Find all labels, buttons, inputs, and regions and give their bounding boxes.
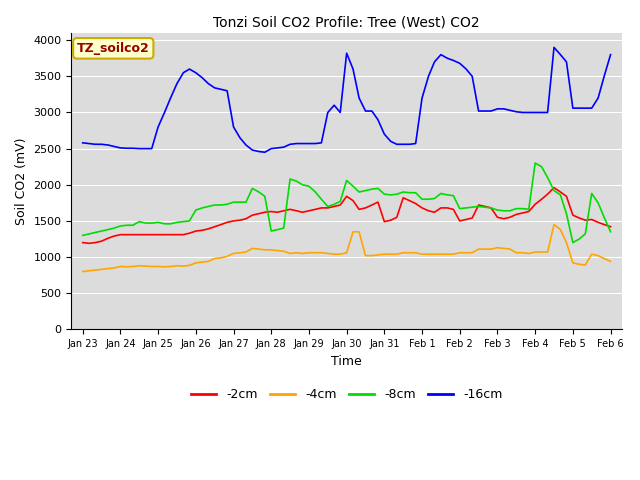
-16cm: [167, 95, 175, 101]
-16cm: [349, 66, 357, 72]
-16cm: [236, 135, 244, 141]
-8cm: [569, 240, 577, 245]
-4cm: [607, 259, 614, 264]
-8cm: [343, 178, 351, 183]
Line: -2cm: -2cm: [83, 188, 611, 243]
Legend: -2cm, -4cm, -8cm, -16cm: -2cm, -4cm, -8cm, -16cm: [186, 383, 508, 406]
-8cm: [167, 221, 175, 227]
-4cm: [261, 247, 269, 252]
-4cm: [79, 269, 86, 275]
-16cm: [550, 45, 558, 50]
Line: -4cm: -4cm: [83, 225, 611, 272]
-2cm: [349, 198, 357, 204]
Title: Tonzi Soil CO2 Profile: Tree (West) CO2: Tonzi Soil CO2 Profile: Tree (West) CO2: [213, 15, 480, 29]
-16cm: [268, 146, 275, 152]
-8cm: [261, 193, 269, 199]
X-axis label: Time: Time: [332, 355, 362, 368]
-4cm: [582, 262, 589, 268]
-2cm: [248, 212, 256, 218]
-4cm: [242, 249, 250, 255]
-16cm: [79, 140, 86, 146]
-4cm: [236, 250, 244, 256]
-2cm: [550, 185, 558, 191]
-8cm: [531, 160, 539, 166]
-2cm: [173, 232, 181, 238]
-2cm: [85, 240, 93, 246]
-2cm: [268, 209, 275, 215]
Y-axis label: Soil CO2 (mV): Soil CO2 (mV): [15, 137, 28, 225]
-16cm: [588, 105, 596, 111]
-2cm: [79, 240, 86, 245]
-8cm: [236, 199, 244, 205]
-2cm: [607, 224, 614, 229]
-4cm: [343, 250, 351, 256]
-2cm: [242, 216, 250, 222]
-4cm: [550, 222, 558, 228]
-8cm: [242, 199, 250, 205]
-8cm: [79, 232, 86, 238]
Text: TZ_soilco2: TZ_soilco2: [77, 42, 150, 55]
Line: -8cm: -8cm: [83, 163, 611, 242]
-8cm: [588, 191, 596, 196]
-8cm: [607, 229, 614, 235]
-16cm: [242, 142, 250, 148]
-4cm: [167, 264, 175, 269]
-2cm: [588, 216, 596, 222]
-16cm: [261, 149, 269, 155]
Line: -16cm: -16cm: [83, 48, 611, 152]
-16cm: [607, 52, 614, 58]
